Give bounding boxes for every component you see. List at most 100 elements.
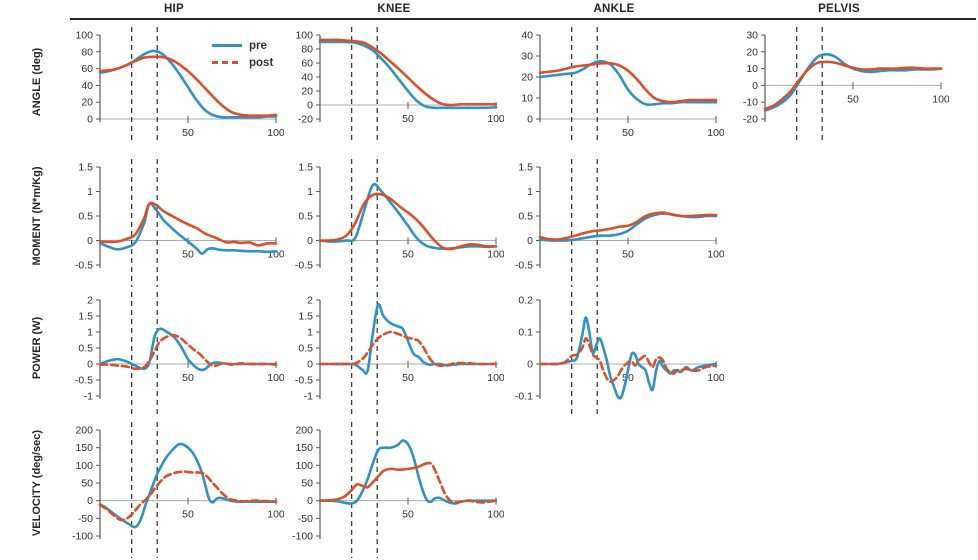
svg-text:40: 40	[81, 80, 93, 92]
svg-text:2: 2	[307, 295, 313, 307]
svg-text:0: 0	[307, 359, 313, 371]
row-label-moment: MOMENT (N*m/Kg)	[31, 166, 43, 266]
svg-text:0: 0	[87, 235, 93, 247]
svg-text:60: 60	[301, 58, 313, 70]
svg-text:0: 0	[527, 114, 533, 126]
legend-item-pre: pre	[212, 37, 273, 54]
svg-text:-0.5: -0.5	[295, 260, 313, 272]
column-title-hip: HIP	[163, 3, 185, 15]
svg-text:30: 30	[746, 30, 758, 42]
svg-text:0: 0	[87, 495, 93, 507]
svg-text:50: 50	[81, 478, 93, 490]
column-title-pelvis: PELVIS	[818, 3, 860, 15]
svg-text:30: 30	[521, 51, 533, 63]
svg-text:20: 20	[746, 46, 758, 58]
legend-label-pre: pre	[249, 39, 267, 52]
chart-ankle-angle: 50 100 0 10 20 30 40	[504, 25, 724, 143]
post-line-swatch	[212, 61, 242, 64]
svg-text:10: 10	[521, 93, 533, 105]
svg-text:0.1: 0.1	[518, 327, 533, 339]
column-title-ankle: ANKLE	[593, 3, 635, 15]
row-label-angle: ANGLE (deg)	[31, 47, 43, 117]
svg-text:20: 20	[301, 86, 313, 98]
svg-text:100: 100	[267, 372, 284, 384]
svg-text:-50: -50	[78, 513, 93, 525]
svg-text:10: 10	[746, 63, 758, 75]
chart-hip-velocity: 50 100 -100 -50 0 50 100 150 200	[64, 420, 284, 560]
svg-text:50: 50	[622, 127, 634, 139]
svg-text:-20: -20	[743, 114, 758, 126]
svg-text:1: 1	[307, 327, 313, 339]
pre-line-swatch	[212, 44, 242, 47]
svg-text:-10: -10	[743, 97, 758, 109]
svg-text:100: 100	[932, 93, 949, 105]
chart-hip-angle: 50 100 0 20 40 60 80 100	[64, 25, 284, 143]
svg-text:50: 50	[402, 249, 414, 261]
svg-text:50: 50	[402, 509, 414, 521]
svg-text:100: 100	[707, 127, 724, 139]
svg-text:0.5: 0.5	[298, 343, 313, 355]
svg-text:40: 40	[521, 30, 533, 42]
svg-text:-50: -50	[298, 513, 313, 525]
svg-text:0: 0	[87, 359, 93, 371]
svg-text:-0.5: -0.5	[75, 375, 93, 387]
svg-text:100: 100	[707, 249, 724, 261]
svg-text:0: 0	[307, 100, 313, 112]
svg-text:0: 0	[307, 235, 313, 247]
svg-text:0.5: 0.5	[298, 211, 313, 223]
chart-knee-velocity: 50 100 -100 -50 0 50 100 150 200	[284, 420, 504, 560]
svg-text:50: 50	[402, 372, 414, 384]
svg-text:-1: -1	[304, 391, 313, 403]
chart-pelvis-angle: 50 100 -20 -10 0 10 20 30	[729, 25, 949, 143]
svg-text:80: 80	[301, 44, 313, 56]
svg-text:20: 20	[81, 97, 93, 109]
svg-text:1: 1	[527, 186, 533, 198]
svg-text:50: 50	[182, 249, 194, 261]
row-label-power: POWER (W)	[31, 316, 43, 380]
chart-ankle-power: 50 100 -0.1 0 0.1 0.2	[504, 290, 724, 420]
svg-text:0.5: 0.5	[78, 211, 93, 223]
chart-knee-moment: 50 100 -0.5 0 0.5 1 1.5	[284, 157, 504, 289]
svg-text:1.5: 1.5	[298, 311, 313, 323]
svg-text:100: 100	[295, 30, 313, 42]
svg-text:100: 100	[75, 460, 93, 472]
svg-text:200: 200	[75, 425, 93, 437]
svg-text:100: 100	[487, 249, 504, 261]
svg-text:50: 50	[622, 249, 634, 261]
svg-text:1: 1	[307, 186, 313, 198]
svg-text:1.5: 1.5	[78, 311, 93, 323]
svg-text:150: 150	[295, 442, 313, 454]
svg-text:100: 100	[707, 372, 724, 384]
svg-text:0.5: 0.5	[78, 343, 93, 355]
svg-text:100: 100	[487, 509, 504, 521]
svg-text:1.5: 1.5	[78, 162, 93, 174]
svg-text:0: 0	[87, 114, 93, 126]
svg-text:-100: -100	[292, 531, 313, 543]
chart-hip-moment: 50 100 -0.5 0 0.5 1 1.5	[64, 157, 284, 289]
svg-text:-0.5: -0.5	[515, 260, 533, 272]
svg-text:-20: -20	[298, 114, 313, 126]
row-label-velocity: VELOCITY (deg/sec)	[31, 429, 43, 537]
svg-text:0: 0	[752, 80, 758, 92]
svg-text:-0.5: -0.5	[295, 375, 313, 387]
svg-text:60: 60	[81, 63, 93, 75]
svg-text:-0.5: -0.5	[75, 260, 93, 272]
chart-knee-angle: 50 100 -20 0 20 40 60 80 100	[284, 25, 504, 143]
svg-text:1.5: 1.5	[298, 162, 313, 174]
svg-text:0.5: 0.5	[518, 211, 533, 223]
chart-ankle-moment: 50 100 -0.5 0 0.5 1 1.5	[504, 157, 724, 289]
svg-text:-1: -1	[84, 391, 93, 403]
svg-text:0.2: 0.2	[518, 295, 533, 307]
svg-text:100: 100	[267, 127, 284, 139]
chart-hip-power: 50 100 -1 -0.5 0 0.5 1 1.5 2	[64, 290, 284, 420]
svg-text:50: 50	[301, 478, 313, 490]
svg-text:50: 50	[622, 372, 634, 384]
svg-text:100: 100	[295, 460, 313, 472]
svg-text:80: 80	[81, 46, 93, 58]
svg-text:50: 50	[182, 127, 194, 139]
svg-text:20: 20	[521, 72, 533, 84]
svg-text:1: 1	[87, 327, 93, 339]
svg-text:50: 50	[402, 113, 414, 125]
legend-item-post: post	[212, 54, 273, 71]
